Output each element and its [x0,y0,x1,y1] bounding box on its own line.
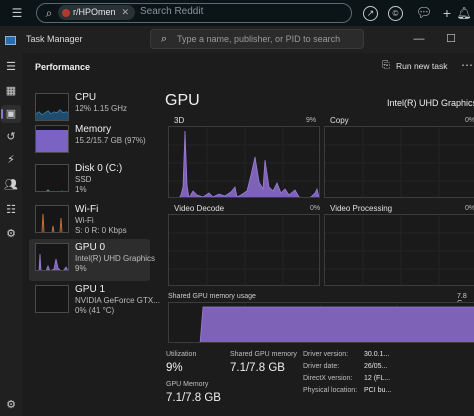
menu-icon[interactable]: ☰ [11,6,23,20]
driver-date-value: 26/05... [364,363,388,370]
reddit-search-placeholder[interactable]: Search Reddit [140,6,204,17]
chat-icon[interactable]: 💬︎ [415,5,433,20]
shared-memory-usage-label: Shared GPU memory usage [168,293,256,300]
startup-apps-icon[interactable]: ⚡︎ [7,154,15,166]
perf-item-cpu[interactable]: CPU 12% 1.15 GHz [29,89,150,131]
engine-graph-video-decode[interactable] [168,214,320,286]
engine-graph-copy[interactable] [324,126,474,198]
community-chip-label: r/HPOmen [73,7,116,17]
perf-item-name: Disk 0 (C:) [75,163,123,174]
wifi-thumbnail-graph [35,205,69,233]
physical-location-key: Physical location: [303,387,358,394]
perf-item-memory[interactable]: Memory 15.2/15.7 GB (97%) [29,121,150,163]
services-icon[interactable]: ⚙︎ [6,228,16,240]
perf-item-gpu1[interactable]: GPU 1 NVIDIA GeForce GTX... 0% (41 °C) [29,281,160,323]
cpu-thumbnail-graph [35,93,69,121]
process-search-box[interactable] [150,29,364,49]
nav-selected-highlight [1,105,21,123]
gpu-model: Intel(R) UHD Graphics [387,98,474,108]
app-history-icon[interactable]: ↺ [6,131,16,143]
engine-label-3d: 3D [174,116,185,125]
utilization-label: Utilization [166,351,197,358]
memory-thumbnail-graph [35,125,69,153]
engine-pct-3d: 9% [306,117,317,124]
gpu1-thumbnail-graph [35,285,69,313]
nav-selected-indicator [1,109,3,119]
processes-icon[interactable]: ▦ [5,85,17,97]
window-title: Task Manager [26,34,83,44]
perf-item-detail: 15.2/15.7 GB (97%) [75,136,146,145]
community-chip[interactable]: r/HPOmen ✕ [58,5,136,20]
shared-memory-graph[interactable] [168,302,474,343]
engine-label-copy: Copy [330,116,349,125]
engine-label-video-decode: Video Decode [174,204,225,213]
run-task-icon[interactable]: ⎘ [382,60,390,71]
run-new-task-button[interactable]: Run new task [396,61,448,71]
perf-item-name: GPU 0 [75,242,106,253]
physical-location-value: PCI bu... [364,387,392,394]
left-nav-rail [0,53,22,416]
details-icon[interactable]: ☷ [6,204,16,216]
page-title: Performance [35,62,91,72]
perf-item-name: Memory [75,124,112,135]
gpu0-thumbnail-graph [35,243,69,271]
coins-icon[interactable]: © [388,6,403,21]
perf-item-name: GPU 1 [75,284,106,295]
community-avatar [62,8,70,17]
engine-graph-video-processing[interactable] [324,214,474,286]
disk-thumbnail-graph [35,164,69,192]
users-icon[interactable]: 👥︎ [4,179,18,191]
more-options-icon[interactable]: ⋯ [461,58,473,72]
minimize-icon[interactable]: — [413,33,425,45]
settings-icon[interactable]: ⚙︎ [6,399,16,411]
shared-gpu-memory-label: Shared GPU memory [230,351,297,358]
shared-gpu-memory-value: 7.1/7.8 GB [230,362,285,374]
directx-version-value: 12 (FL... [364,375,391,382]
perf-item-wifi[interactable]: Wi-Fi Wi-Fi S: 0 R: 0 Kbps [29,201,150,243]
engine-pct-video-processing: 0% [465,205,474,212]
perf-item-detail: Intel(R) UHD Graphics [75,254,156,263]
driver-version-key: Driver version: [303,351,349,358]
perf-item-disk[interactable]: Disk 0 (C:) SSD 1% [29,160,150,202]
search-icon: ⌕ [45,6,53,20]
perf-item-detail: SSD [75,175,92,184]
hamburger-menu-icon[interactable]: ☰ [6,61,16,73]
search-icon: ⌕ [160,33,168,45]
gpu-memory-value: 7.1/7.8 GB [166,392,221,404]
perf-item-detail: Wi-Fi [75,216,94,225]
perf-item-detail-2: 0% (41 °C) [75,306,115,315]
perf-item-detail-2: 9% [75,264,87,273]
close-icon[interactable]: ✕ [121,7,130,17]
directx-version-key: DirectX version: [303,375,353,382]
driver-version-value: 30.0.1... [364,351,390,358]
gpu-memory-label: GPU Memory [166,381,209,388]
engine-pct-copy: 0% [465,117,474,124]
create-post-icon[interactable]: + [442,5,452,21]
perf-item-detail-2: S: 0 R: 0 Kbps [75,226,127,235]
driver-date-key: Driver date: [303,363,340,370]
process-search-placeholder[interactable]: Type a name, publisher, or PID to search [177,34,341,44]
engine-label-video-processing: Video Processing [330,204,393,213]
perf-item-detail: NVIDIA GeForce GTX... [75,296,160,305]
engine-pct-video-decode: 0% [310,205,321,212]
perf-item-detail: 12% 1.15 GHz [75,104,128,113]
gpu-title: GPU [165,92,200,109]
perf-item-gpu0[interactable]: GPU 0 Intel(R) UHD Graphics 9% [29,239,155,281]
perf-item-name: CPU [75,92,97,103]
perf-item-detail-2: 1% [75,185,87,194]
perf-item-name: Wi-Fi [75,204,99,215]
task-manager-logo-icon [5,36,16,45]
performance-icon[interactable]: ▣ [5,108,17,120]
popular-icon[interactable]: ↗ [363,6,378,21]
maximize-icon[interactable]: ☐ [446,33,456,45]
utilization-value: 9% [166,362,183,374]
notifications-icon[interactable]: 🔔︎ [456,6,472,20]
engine-graph-3d[interactable] [168,126,320,198]
